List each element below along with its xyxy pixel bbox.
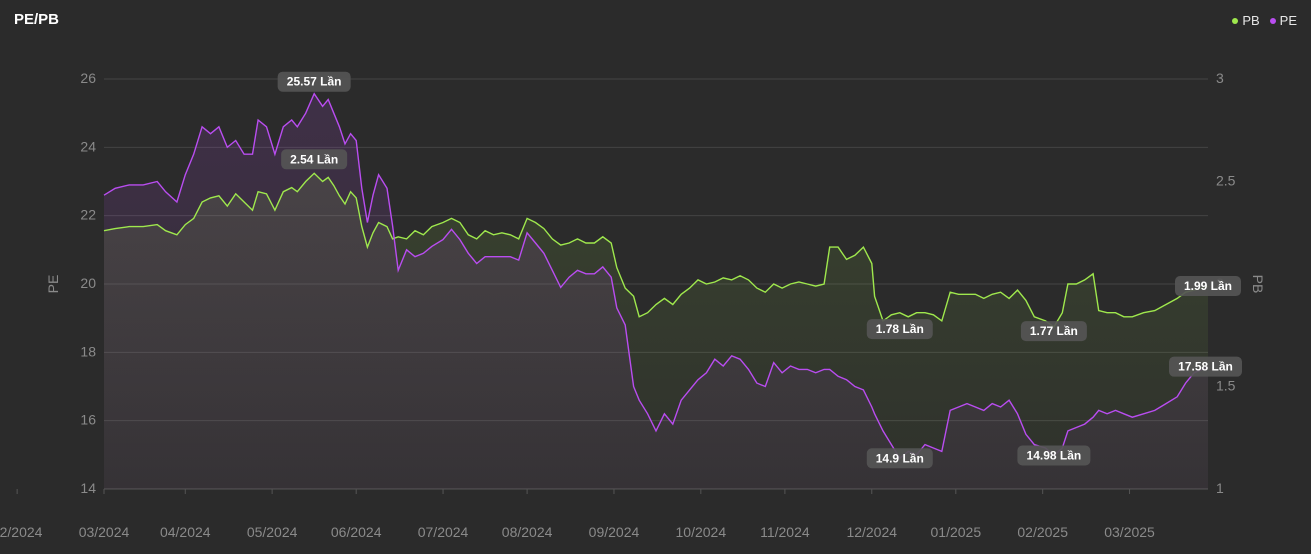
- value-label-bg: [866, 448, 933, 469]
- y-left-tick-label: 16: [80, 412, 96, 428]
- value-label-bg: [1017, 445, 1091, 466]
- value-label: 17.58 Lần: [1178, 360, 1233, 374]
- legend-dot-pb: [1232, 17, 1239, 24]
- chart-title: PE/PB: [14, 11, 60, 28]
- legend-label-pb: PB: [1242, 13, 1260, 28]
- value-label-bg: [1175, 276, 1241, 297]
- chart-legend: PB PE: [1232, 13, 1297, 28]
- value-label: 14.98 Lần: [1027, 449, 1082, 463]
- x-tick-label: 11/2024: [760, 524, 810, 540]
- series-area-pe: [104, 93, 1208, 489]
- y-right-tick-label: 1.5: [1216, 378, 1236, 394]
- y-left-axis-title: PE: [45, 275, 61, 294]
- value-label-bg: [281, 149, 348, 170]
- x-tick-label: 05/2024: [247, 524, 298, 540]
- legend-dot-pe: [1269, 17, 1276, 24]
- legend-item-pb[interactable]: PB: [1232, 13, 1260, 28]
- y-right-axis-title: PB: [1250, 275, 1266, 294]
- value-label: 1.77 Lần: [1030, 324, 1078, 338]
- y-right-tick-label: 3: [1216, 70, 1224, 86]
- value-label: 25.57 Lần: [287, 75, 342, 89]
- x-tick-label: 06/2024: [331, 524, 382, 540]
- x-tick-label: 09/2024: [589, 524, 640, 540]
- x-tick-label: 08/2024: [502, 524, 553, 540]
- y-left-tick-label: 24: [80, 138, 96, 154]
- y-left-tick-label: 20: [80, 275, 96, 291]
- legend-label-pe: PE: [1279, 13, 1297, 28]
- value-label: 14.9 Lần: [876, 451, 924, 465]
- x-tick-label: 12/2024: [846, 524, 897, 540]
- x-tick-label: 02/2025: [1017, 524, 1068, 540]
- value-label: 1.78 Lần: [876, 322, 924, 336]
- value-label: 2.54 Lần: [290, 152, 338, 166]
- series-line-pb: [103, 172, 1209, 329]
- y-left-tick-label: 26: [80, 70, 96, 86]
- x-tick-label: 03/2024: [79, 524, 130, 540]
- x-tick-label: 01/2025: [931, 524, 982, 540]
- value-label-bg: [866, 319, 933, 340]
- x-tick-label: 03/2025: [1104, 524, 1155, 540]
- y-left-tick-label: 14: [80, 480, 96, 496]
- y-right-tick-label: 1: [1216, 480, 1224, 496]
- series-line-pe: [103, 92, 1209, 460]
- value-label-bg: [1020, 321, 1087, 342]
- x-tick-label: 10/2024: [676, 524, 727, 540]
- x-tick-label: 02/2024: [0, 524, 43, 540]
- y-left-tick-label: 18: [80, 343, 96, 359]
- value-label: 1.99 Lần: [1184, 279, 1232, 293]
- value-label-bg: [1169, 356, 1242, 377]
- x-tick-label: 04/2024: [160, 524, 211, 540]
- value-label-bg: [277, 71, 351, 92]
- y-right-tick-label: 2.5: [1216, 173, 1236, 189]
- legend-item-pe[interactable]: PE: [1269, 13, 1297, 28]
- y-left-tick-label: 22: [80, 207, 96, 223]
- x-tick-label: 07/2024: [418, 524, 469, 540]
